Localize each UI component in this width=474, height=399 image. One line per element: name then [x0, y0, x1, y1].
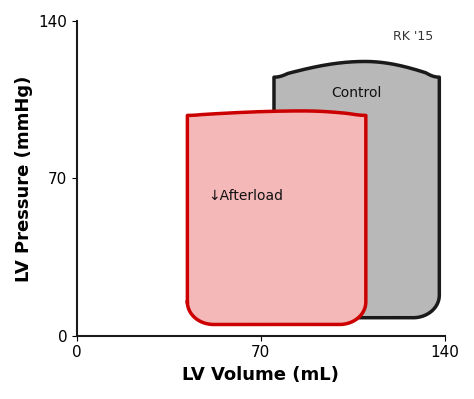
- X-axis label: LV Volume (mL): LV Volume (mL): [182, 366, 339, 384]
- Polygon shape: [274, 61, 439, 318]
- Y-axis label: LV Pressure (mmHg): LV Pressure (mmHg): [15, 75, 33, 282]
- Text: ↓Afterload: ↓Afterload: [209, 190, 283, 203]
- Text: RK '15: RK '15: [393, 30, 434, 43]
- Polygon shape: [187, 111, 366, 324]
- Text: Control: Control: [332, 86, 382, 100]
